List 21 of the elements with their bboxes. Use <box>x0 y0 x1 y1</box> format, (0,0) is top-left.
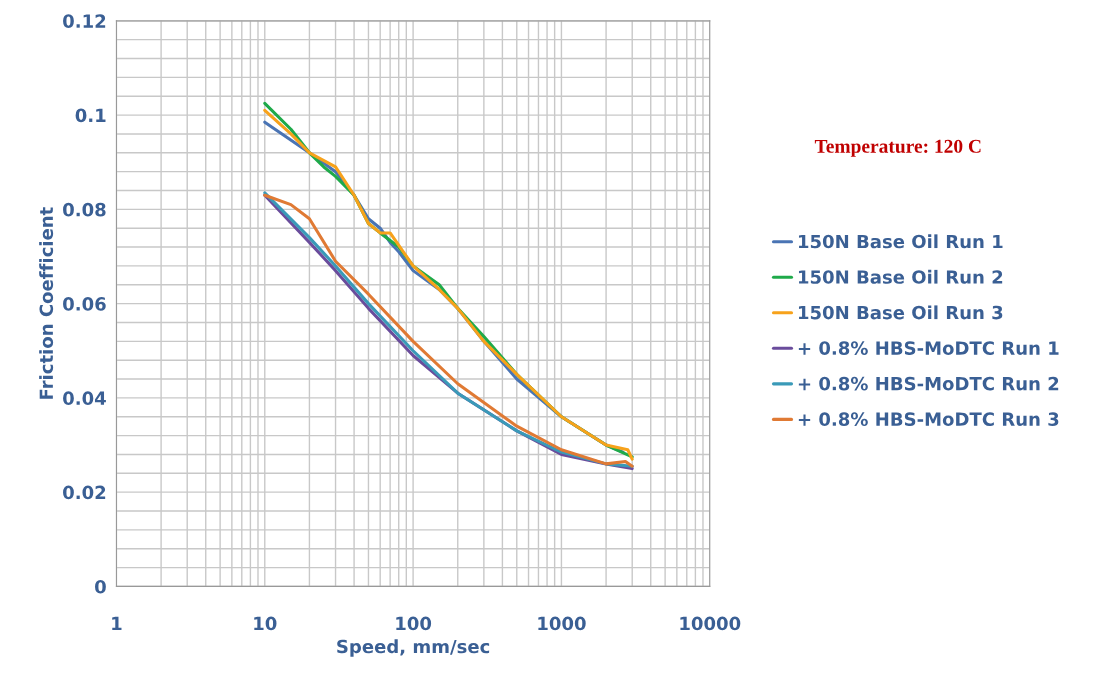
x-tick-label: 1 <box>112 616 122 631</box>
x-tick-label: 10 <box>254 616 277 631</box>
y-tick-label: 0.1 <box>75 108 106 123</box>
legend-label: + 0.8% HBS-MoDTC Run 1 <box>798 341 1059 355</box>
y-tick-label: 0.06 <box>63 297 106 311</box>
y-tick-label: 0.02 <box>63 485 106 500</box>
y-tick-label: 0.12 <box>63 14 106 28</box>
legend-label: 150N Base Oil Run 2 <box>798 269 1003 284</box>
x-axis-title: Speed, mm/sec <box>337 639 490 657</box>
legend-label: + 0.8% HBS-MoDTC Run 2 <box>798 376 1059 391</box>
text: Temperature: 120 C <box>814 139 981 157</box>
x-tick-label: 1000 <box>538 616 586 631</box>
legend-label: 150N Base Oil Run 3 <box>798 305 1003 320</box>
x-tick-label: 100 <box>396 616 432 631</box>
y-tick-label: 0.08 <box>63 202 106 217</box>
y-tick-label: 0.04 <box>63 391 106 406</box>
x-tick-label: 10000 <box>680 616 741 631</box>
y-tick-label: 0 <box>95 579 106 594</box>
legend-label: 150N Base Oil Run 1 <box>798 234 1003 249</box>
legend-label: + 0.8% HBS-MoDTC Run 3 <box>798 412 1059 426</box>
y-axis-title: Friction Coefficient <box>39 207 54 399</box>
